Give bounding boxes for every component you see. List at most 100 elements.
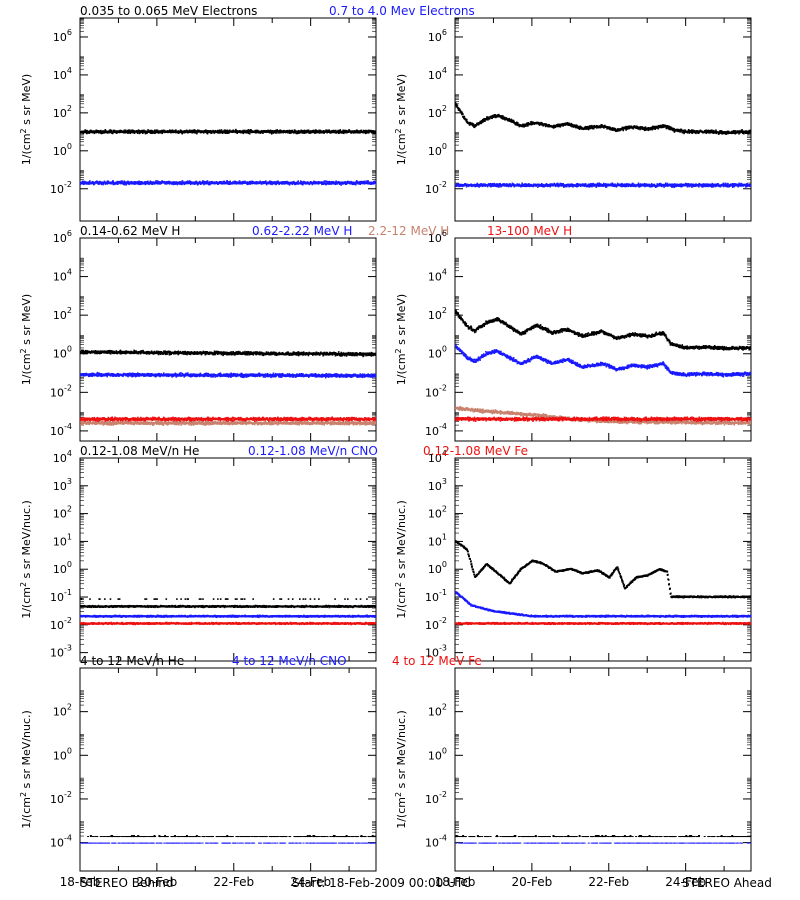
- data-point: [144, 183, 147, 185]
- data-point: [288, 132, 291, 134]
- data-point: [727, 131, 729, 134]
- data-point: [288, 183, 291, 186]
- data-point: [643, 129, 646, 132]
- data-point: [598, 184, 600, 187]
- data-point: [374, 181, 376, 183]
- data-point: [592, 185, 594, 187]
- data-point: [168, 131, 170, 133]
- data-point: [226, 180, 228, 182]
- data-point: [497, 113, 500, 116]
- data-point: [323, 130, 326, 132]
- data-point: [120, 182, 123, 185]
- data-point: [548, 184, 550, 186]
- data-point: [595, 127, 598, 129]
- data-point: [607, 126, 609, 128]
- data-point: [604, 184, 606, 187]
- data-point: [644, 126, 647, 129]
- data-point: [510, 118, 513, 121]
- data-point: [463, 117, 465, 120]
- data-point: [122, 130, 125, 133]
- y-tick-label: 106: [53, 28, 72, 44]
- data-point: [375, 183, 376, 185]
- data-point: [229, 180, 232, 183]
- data-point: [677, 183, 680, 186]
- data-point: [316, 130, 318, 132]
- data-point: [694, 130, 697, 133]
- data-point: [562, 122, 565, 125]
- data-point: [618, 184, 621, 187]
- data-point: [590, 127, 592, 130]
- data-point: [344, 131, 347, 134]
- data-point: [668, 128, 671, 131]
- data-point: [161, 131, 164, 134]
- data-point: [542, 183, 545, 186]
- data-point: [199, 180, 201, 183]
- data-point: [89, 131, 92, 134]
- data-point: [204, 129, 207, 131]
- data-point: [727, 130, 730, 133]
- data-point: [278, 181, 281, 184]
- data-point: [625, 126, 628, 128]
- data-point: [733, 130, 735, 133]
- data-point: [339, 181, 341, 184]
- data-point: [323, 180, 326, 183]
- data-point: [220, 181, 223, 184]
- data-point: [521, 182, 523, 185]
- data-point: [98, 180, 101, 183]
- data-point: [219, 131, 222, 134]
- data-point: [538, 183, 541, 186]
- data-point: [476, 185, 478, 187]
- data-point: [589, 125, 591, 127]
- data-point: [161, 180, 163, 182]
- data-point: [587, 125, 590, 128]
- data-point: [514, 123, 517, 126]
- data-point: [257, 131, 259, 134]
- data-point: [314, 132, 317, 134]
- data-point: [605, 183, 608, 186]
- data-point: [497, 115, 499, 118]
- data-point: [660, 183, 663, 186]
- data-point: [127, 182, 130, 185]
- data-point: [584, 127, 586, 129]
- data-point: [581, 184, 584, 187]
- data-point: [599, 184, 602, 187]
- data-point: [163, 129, 166, 132]
- data-point: [123, 183, 126, 186]
- data-point: [255, 181, 258, 183]
- data-point: [234, 182, 236, 185]
- data-point: [156, 131, 159, 133]
- data-point: [640, 127, 643, 130]
- data-point: [284, 181, 287, 183]
- data-point: [680, 183, 683, 185]
- data-point: [356, 180, 358, 182]
- data-point: [151, 182, 154, 185]
- data-point: [131, 182, 134, 185]
- data-point: [649, 128, 652, 131]
- data-point: [113, 183, 116, 186]
- data-point: [467, 183, 469, 186]
- data-point: [575, 183, 578, 185]
- data-point: [335, 132, 338, 134]
- data-point: [196, 183, 199, 186]
- data-point: [310, 130, 312, 132]
- data-point: [456, 105, 458, 107]
- data-point: [524, 185, 526, 188]
- data-point: [616, 185, 618, 187]
- data-point: [662, 184, 664, 187]
- data-point: [221, 131, 224, 134]
- data-point: [327, 182, 329, 185]
- data-point: [652, 126, 655, 128]
- data-point: [322, 181, 325, 184]
- data-point: [465, 118, 468, 121]
- data-point: [719, 130, 721, 132]
- data-point: [538, 124, 541, 126]
- data-point: [216, 182, 218, 185]
- data-point: [142, 130, 144, 133]
- data-point: [126, 182, 129, 184]
- data-point: [184, 131, 186, 134]
- data-point: [312, 130, 314, 133]
- data-point: [174, 183, 177, 185]
- data-point: [575, 124, 578, 126]
- data-point: [713, 131, 716, 134]
